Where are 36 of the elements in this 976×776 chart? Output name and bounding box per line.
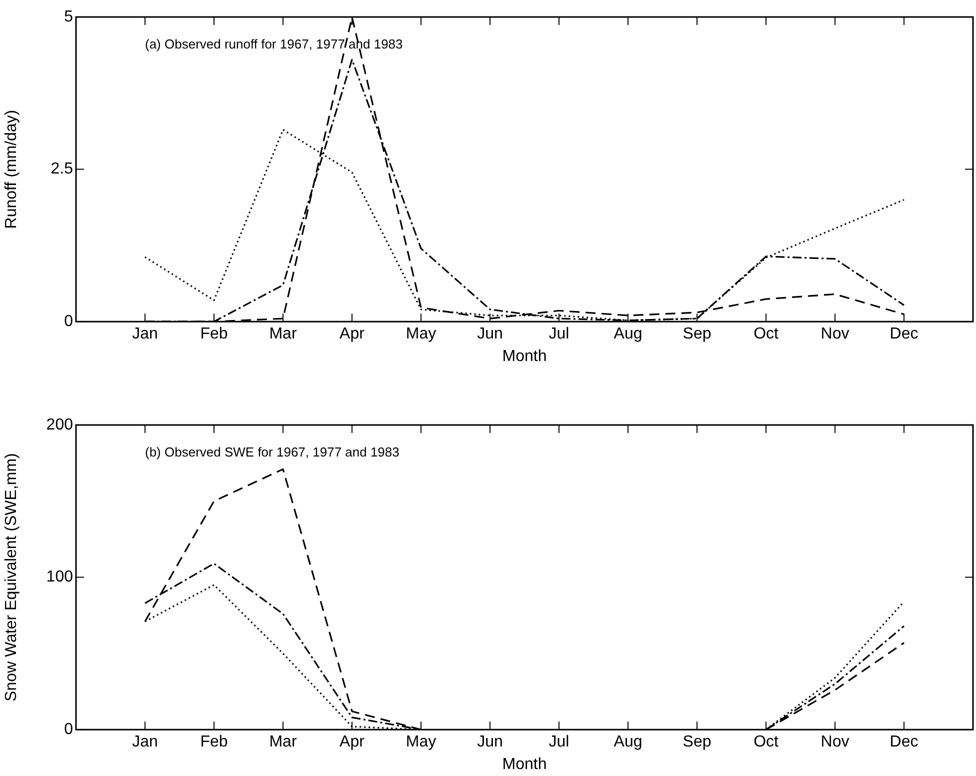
y-axis-title: Snow Water Equivalent (SWE,mm) [3,453,20,702]
y-tick-label: 2.5 [50,160,74,178]
x-tick-label: Feb [200,326,228,343]
x-tick-label: May [406,734,436,751]
y-tick-label: 100 [46,568,74,586]
annotation: (b) Observed SWE for 1967, 1977 and 1983 [145,444,400,460]
x-tick-label: Nov [820,734,850,751]
x-tick-label: Oct [754,734,779,751]
x-tick-label: Jul [548,734,570,751]
x-tick-label: Aug [614,734,642,751]
x-tick-label: Sep [682,734,712,751]
x-tick-label: May [406,326,436,343]
y-tick-label: 0 [64,313,74,330]
x-tick-label: Mar [269,326,298,343]
y-tick-label: 0 [64,721,74,738]
x-tick-label: Jan [132,734,158,751]
x-axis-title: Month [502,348,547,365]
y-tick-label: 200 [46,416,74,434]
x-tick-label: Apr [340,734,366,751]
x-tick-label: Sep [682,326,712,343]
x-tick-label: Oct [754,326,779,343]
x-tick-label: Jun [477,326,503,343]
x-tick-label: Feb [200,734,228,751]
x-tick-label: Mar [269,734,298,751]
x-axis-title: Month [502,756,547,773]
x-tick-label: Dec [890,326,918,343]
x-tick-label: Jan [132,326,158,343]
x-tick-label: Nov [820,326,850,343]
x-tick-label: Jul [548,326,570,343]
x-tick-label: Aug [614,326,642,343]
x-tick-label: Jun [477,734,503,751]
x-tick-label: Apr [340,326,366,343]
y-axis-title: Runoff (mm/day) [3,110,20,229]
x-tick-label: Dec [890,734,918,751]
y-tick-label: 5 [64,8,74,26]
annotation: (a) Observed runoff for 1967, 1977 and 1983 [145,36,403,52]
